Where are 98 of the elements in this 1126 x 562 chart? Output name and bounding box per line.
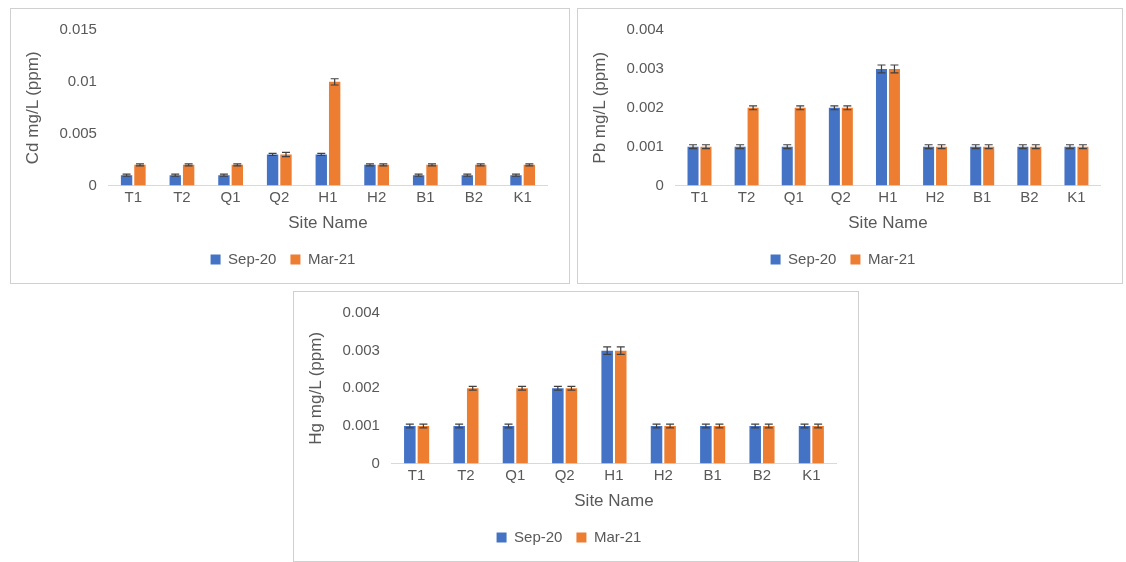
x-tick-label: B2 [464,187,484,205]
x-tick-label: Q1 [783,187,804,205]
x-tick-label: Q2 [830,187,851,205]
bar [315,154,327,186]
bar [417,425,430,464]
bar [828,107,840,186]
bar [426,164,438,186]
bar [552,388,564,464]
bar [1077,146,1089,186]
y-tick-label: 0.005 [59,123,97,141]
bar [614,350,627,464]
bar [763,425,775,464]
bar [510,175,522,186]
bar [747,107,759,186]
y-tick-label: 0.001 [626,136,664,154]
x-tick-label: T2 [737,187,756,205]
bar [280,154,292,186]
x-tick-label: B1 [703,465,722,483]
legend-label: Sep-20 [788,249,837,267]
bar [565,388,578,464]
bar [502,425,515,464]
bar [218,175,230,186]
x-tick-label: T2 [173,187,191,205]
legend-label: Sep-20 [514,527,563,545]
x-tick-label: Q1 [505,465,526,483]
bar [888,68,900,186]
x-tick-label: K1 [1067,187,1086,205]
x-tick-label: H1 [604,465,624,483]
x-axis-title: Site Name [288,213,368,233]
x-tick-label: H1 [318,187,338,205]
bar [970,146,982,186]
y-tick-label: 0.002 [342,378,380,396]
x-tick-label: H1 [878,187,898,205]
x-tick-label: B2 [752,465,772,483]
x-tick-label: K1 [802,465,821,483]
bar [794,107,806,186]
legend-label: Mar-21 [867,249,916,267]
bar [781,146,793,186]
bar [700,425,712,464]
x-tick-label: H2 [367,187,387,205]
legend-label: Mar-21 [593,527,642,545]
bar [516,388,528,464]
legend-label: Sep-20 [228,249,277,267]
bar [841,107,853,186]
bar [798,425,811,464]
bar [650,425,663,464]
x-tick-label: H2 [925,187,945,205]
y-tick-label: 0.01 [67,72,97,90]
x-tick-label: Q2 [269,187,290,205]
bar [453,425,465,464]
y-tick-label: 0.003 [342,340,380,358]
x-tick-label: B2 [1020,187,1039,205]
bar [404,425,416,464]
bar [266,154,279,186]
y-tick-label: 0 [371,453,380,471]
bar [1064,146,1076,186]
bar [1017,146,1029,186]
x-tick-label: T1 [690,187,709,205]
y-tick-label: 0.002 [626,97,664,115]
bar [734,146,746,186]
bar [812,425,824,464]
y-tick-label: 0.004 [342,303,380,321]
bar [700,146,712,186]
x-axis-title: Site Name [848,213,928,233]
bar [134,164,146,186]
bar [687,146,699,186]
legend-label: Mar-21 [307,249,356,267]
bar [328,81,341,186]
bar [923,146,935,186]
bar [466,388,479,464]
bar [664,425,676,464]
y-tick-label: 0.015 [59,20,97,38]
bar [713,425,726,464]
bar [1030,146,1042,186]
y-tick-label: 0 [88,175,97,193]
bar [875,68,887,186]
x-tick-label: T1 [124,187,143,205]
bar [749,425,761,464]
y-axis-title: Cd mg/L (ppm) [22,51,42,165]
bar [601,350,613,464]
x-axis-title: Site Name [574,491,654,511]
y-axis-title: Pb mg/L (ppm) [589,51,609,164]
x-tick-label: B1 [416,187,435,205]
y-axis-title: Hg mg/L (ppm) [305,331,325,445]
bar [364,164,376,186]
x-tick-label: H2 [653,465,673,483]
y-tick-label: 0.001 [342,416,380,434]
y-tick-label: 0 [655,175,664,193]
y-tick-label: 0.004 [626,20,664,38]
x-tick-label: B1 [973,187,992,205]
x-tick-label: K1 [513,187,532,205]
x-tick-label: T2 [457,465,475,483]
x-tick-label: T1 [407,465,426,483]
x-tick-label: Q2 [554,465,575,483]
y-tick-label: 0.003 [626,59,664,77]
bar [983,146,995,186]
bar [936,146,948,186]
x-tick-label: Q1 [220,187,241,205]
